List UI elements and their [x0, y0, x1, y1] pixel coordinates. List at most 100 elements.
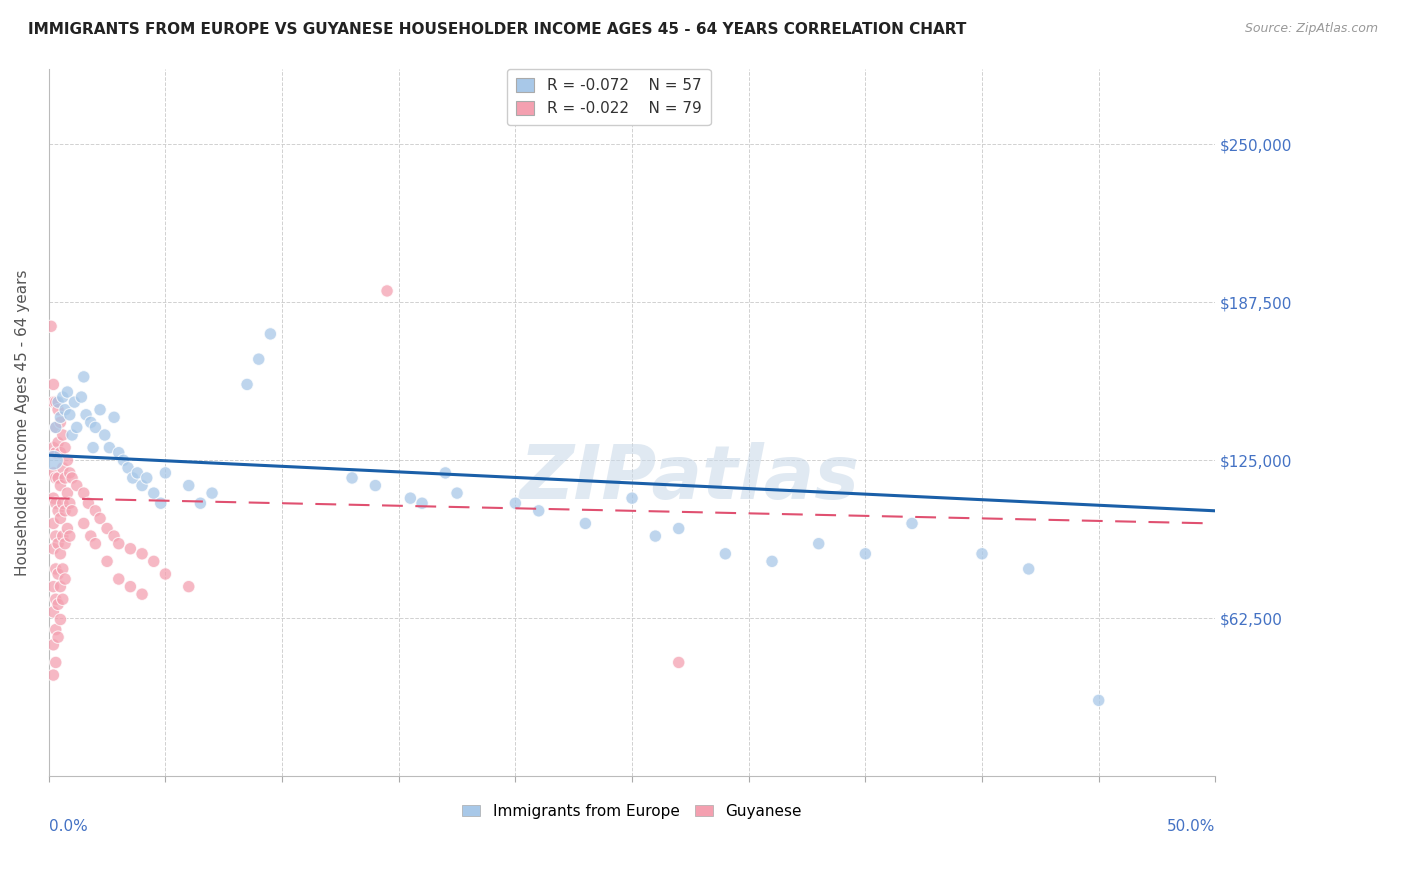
Legend: Immigrants from Europe, Guyanese: Immigrants from Europe, Guyanese [456, 798, 808, 825]
Point [107, 445, 129, 459]
Point [340, 471, 363, 485]
Point [46, 402, 69, 417]
Point [714, 547, 737, 561]
Point [574, 516, 596, 531]
Point [149, 496, 172, 510]
Point [45, 420, 67, 434]
Point [46, 435, 69, 450]
Point [42, 605, 65, 619]
Point [190, 496, 212, 510]
Point [73, 516, 96, 531]
Point [96, 521, 118, 535]
Point [46, 630, 69, 644]
Point [53, 402, 76, 417]
Y-axis label: Householder Income Ages 45 - 64 years: Householder Income Ages 45 - 64 years [15, 269, 30, 575]
Text: 50.0%: 50.0% [1167, 819, 1215, 834]
Point [644, 529, 666, 543]
Point [73, 369, 96, 384]
Point [84, 420, 107, 434]
Point [177, 580, 200, 594]
Point [45, 623, 67, 637]
Point [236, 377, 259, 392]
Point [52, 496, 75, 510]
Point [399, 491, 422, 505]
Point [93, 428, 115, 442]
Point [1018, 562, 1040, 576]
Point [60, 471, 83, 485]
Point [668, 521, 690, 535]
Point [127, 466, 149, 480]
Point [49, 580, 72, 594]
Point [82, 441, 104, 455]
Point [505, 496, 527, 510]
Point [621, 491, 644, 505]
Point [45, 592, 67, 607]
Point [259, 326, 281, 341]
Point [80, 415, 103, 429]
Point [45, 656, 67, 670]
Text: 0.0%: 0.0% [49, 819, 87, 834]
Point [53, 536, 76, 550]
Point [1087, 693, 1109, 707]
Point [42, 668, 65, 682]
Point [668, 656, 690, 670]
Point [45, 496, 67, 510]
Point [131, 547, 153, 561]
Point [42, 377, 65, 392]
Point [411, 496, 433, 510]
Point [155, 566, 177, 581]
Point [52, 428, 75, 442]
Point [60, 428, 83, 442]
Point [107, 572, 129, 586]
Point [135, 471, 157, 485]
Point [59, 466, 82, 480]
Point [49, 415, 72, 429]
Point [84, 504, 107, 518]
Point [46, 471, 69, 485]
Point [52, 562, 75, 576]
Point [49, 511, 72, 525]
Point [63, 395, 86, 409]
Point [42, 466, 65, 480]
Point [142, 486, 165, 500]
Point [107, 536, 129, 550]
Point [527, 504, 550, 518]
Point [56, 521, 79, 535]
Point [970, 547, 993, 561]
Point [89, 511, 111, 525]
Point [103, 410, 125, 425]
Point [75, 408, 97, 422]
Point [45, 395, 67, 409]
Point [49, 612, 72, 626]
Point [46, 395, 69, 409]
Point [901, 516, 924, 531]
Point [96, 554, 118, 568]
Point [807, 536, 830, 550]
Point [52, 460, 75, 475]
Point [52, 529, 75, 543]
Point [434, 466, 457, 480]
Point [45, 562, 67, 576]
Point [45, 420, 67, 434]
Point [375, 284, 398, 298]
Point [66, 478, 89, 492]
Text: ZIPatlas: ZIPatlas [520, 442, 860, 516]
Point [853, 547, 876, 561]
Point [42, 638, 65, 652]
Point [46, 566, 69, 581]
Point [131, 587, 153, 601]
Point [56, 486, 79, 500]
Point [49, 547, 72, 561]
Point [46, 536, 69, 550]
Point [84, 536, 107, 550]
Point [121, 471, 143, 485]
Point [131, 478, 153, 492]
Point [60, 504, 83, 518]
Text: IMMIGRANTS FROM EUROPE VS GUYANESE HOUSEHOLDER INCOME AGES 45 - 64 YEARS CORRELA: IMMIGRANTS FROM EUROPE VS GUYANESE HOUSE… [28, 22, 966, 37]
Point [59, 496, 82, 510]
Point [49, 445, 72, 459]
Point [446, 486, 468, 500]
Point [77, 496, 100, 510]
Point [120, 580, 142, 594]
Point [70, 390, 93, 404]
